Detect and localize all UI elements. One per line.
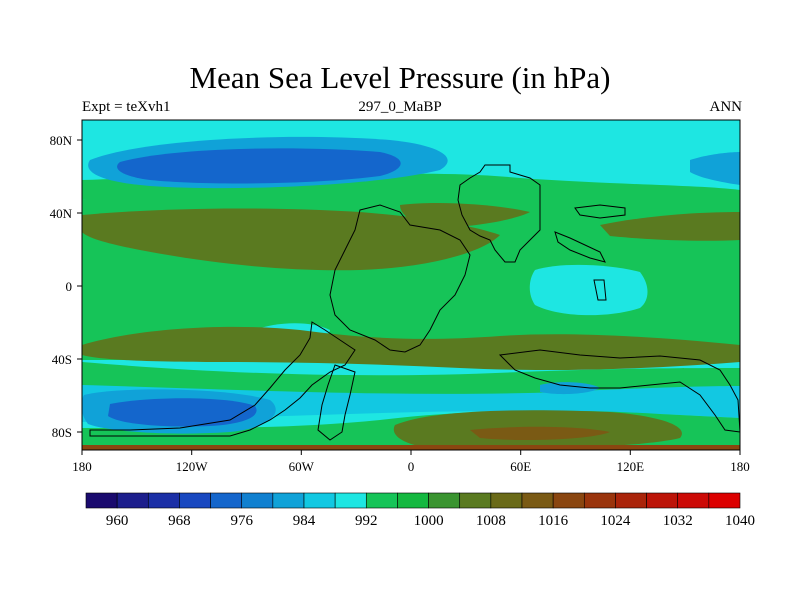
- south-subtropical-high: [82, 326, 740, 370]
- map-title: Mean Sea Level Pressure (in hPa): [189, 60, 611, 95]
- season-label: ANN: [709, 99, 743, 115]
- lat-tick-label: 40S: [52, 352, 72, 367]
- time-label: 297_0_MaBP: [358, 99, 442, 115]
- outline-south-america: [89, 321, 356, 437]
- experiment-label: Expt = teXvh1: [82, 99, 171, 115]
- south-pole-strip: [82, 445, 740, 450]
- colorbar-swatch: [365, 492, 398, 509]
- lon-tick-label: 120E: [617, 459, 645, 474]
- lat-tick-label: 40N: [50, 206, 73, 221]
- colorbar-swatch: [272, 492, 305, 509]
- outline-africa: [329, 204, 471, 353]
- colorbar-label: 968: [168, 513, 191, 529]
- colorbar-swatch: [459, 492, 492, 509]
- colorbar-label: 984: [293, 513, 316, 529]
- colorbar-label: 992: [355, 513, 378, 529]
- colorbar-label: 1000: [414, 513, 444, 529]
- pressure-field: [82, 120, 740, 450]
- colorbar-swatch: [210, 492, 243, 509]
- colorbar-label: 1008: [476, 513, 506, 529]
- north-high-far-east: [600, 212, 740, 241]
- latitude-axis: 80N 40N 0 40S 80S: [50, 133, 82, 440]
- continent-outlines: [89, 164, 740, 441]
- lon-tick-label: 120W: [176, 459, 209, 474]
- colorbar-label: 1024: [600, 513, 631, 529]
- lat-tick-label: 80N: [50, 133, 73, 148]
- outline-peninsula: [554, 231, 606, 263]
- outline-island-north: [574, 204, 626, 219]
- colorbar-swatch: [521, 492, 554, 509]
- lon-tick-label: 180: [730, 459, 750, 474]
- outline-eurasia: [457, 164, 541, 263]
- lon-tick-label: 180: [72, 459, 92, 474]
- lon-tick-label: 60W: [289, 459, 315, 474]
- colorbar-swatch: [85, 492, 118, 509]
- lat-tick-label: 0: [66, 279, 73, 294]
- colorbar-swatch: [147, 492, 180, 509]
- outline-island-equator: [593, 279, 607, 301]
- colorbar-swatch: [116, 492, 149, 509]
- north-subtropical-high: [82, 208, 500, 271]
- colorbar-label: 1040: [725, 513, 755, 529]
- colorbar-label: 1032: [663, 513, 693, 529]
- southern-low-east: [540, 382, 600, 395]
- colorbar-swatch: [179, 492, 211, 509]
- colorbar-swatch: [428, 492, 461, 509]
- equatorial-low-east: [529, 264, 648, 316]
- colorbar-swatch: [552, 492, 585, 509]
- colorbar-swatch: [303, 492, 336, 509]
- colorbar-swatch: [646, 492, 679, 509]
- colorbar-swatch: [708, 492, 741, 509]
- north-pole-strip: [82, 120, 740, 130]
- southern-low-core: [108, 398, 257, 427]
- lat-tick-label: 80S: [52, 425, 72, 440]
- colorbar-label: 1016: [538, 513, 569, 529]
- antarctic-high-core: [470, 426, 610, 440]
- lon-tick-label: 0: [408, 459, 415, 474]
- colorbar-swatch: [490, 492, 523, 509]
- colorbar-label: 976: [230, 513, 253, 529]
- colorbar-swatch: [241, 492, 274, 509]
- outline-antarctic-peninsula: [317, 364, 356, 441]
- outline-southeast: [498, 349, 740, 433]
- colorbar-swatch: [677, 492, 710, 509]
- colorbar-label: 960: [106, 513, 129, 529]
- colorbar-swatch: [334, 492, 367, 509]
- longitude-axis: 180 120W 60W 0 60E 120E 180: [72, 450, 750, 474]
- north-high-east: [400, 202, 530, 228]
- lon-tick-label: 60E: [510, 459, 531, 474]
- arctic-low-core: [117, 148, 401, 184]
- colorbar-swatch: [397, 492, 429, 509]
- colorbar-swatch: [615, 492, 647, 509]
- arctic-low-east: [690, 152, 740, 185]
- colorbar: 960 968 976 984 992 1000 1008 1016 1024 1032 1040: [85, 492, 755, 529]
- colorbar-swatch: [583, 492, 616, 509]
